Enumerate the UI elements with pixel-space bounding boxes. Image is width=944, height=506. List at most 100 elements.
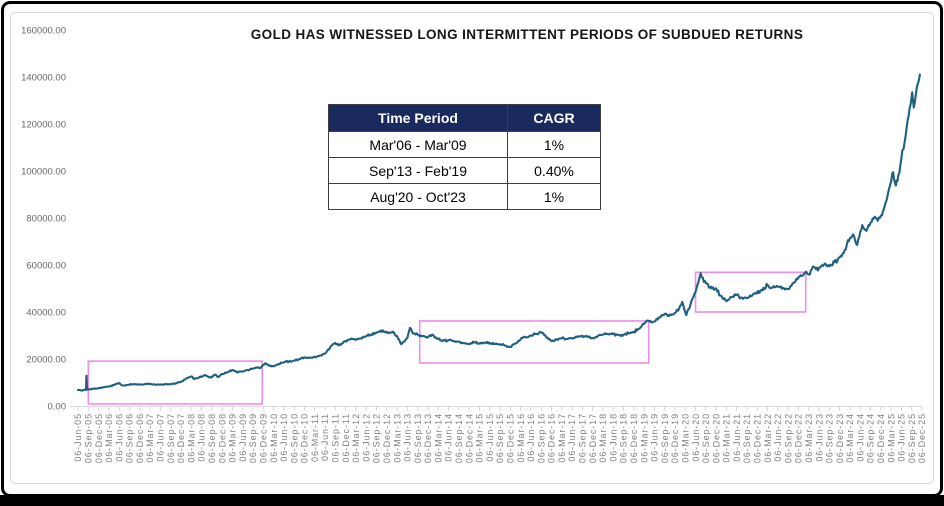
slide-bottom-bar <box>0 495 944 506</box>
table-row: Aug'20 - Oct'23 1% <box>328 183 601 210</box>
svg-text:06-Mar-17: 06-Mar-17 <box>557 413 567 463</box>
svg-text:06-Dec-18: 06-Dec-18 <box>629 413 639 463</box>
svg-text:06-Dec-08: 06-Dec-08 <box>217 413 227 463</box>
svg-text:06-Sep-23: 06-Sep-23 <box>825 413 835 463</box>
svg-text:06-Dec-24: 06-Dec-24 <box>876 413 886 463</box>
svg-text:06-Mar-12: 06-Mar-12 <box>351 413 361 463</box>
svg-text:06-Sep-06: 06-Sep-06 <box>125 413 135 463</box>
svg-text:06-Mar-25: 06-Mar-25 <box>886 413 896 463</box>
svg-text:06-Jun-23: 06-Jun-23 <box>814 413 824 462</box>
chart-title: GOLD HAS WITNESSED LONG INTERMITTENT PER… <box>250 27 804 42</box>
svg-text:80000.00: 80000.00 <box>26 214 66 225</box>
svg-text:06-Mar-13: 06-Mar-13 <box>392 413 402 463</box>
svg-text:06-Mar-15: 06-Mar-15 <box>475 413 485 463</box>
svg-text:06-Mar-09: 06-Mar-09 <box>228 413 238 463</box>
svg-text:06-Sep-21: 06-Sep-21 <box>742 413 752 463</box>
svg-text:06-Mar-22: 06-Mar-22 <box>763 413 773 463</box>
highlight-box <box>418 320 650 364</box>
svg-text:06-Dec-09: 06-Dec-09 <box>258 413 268 463</box>
svg-text:40000.00: 40000.00 <box>26 308 66 319</box>
svg-text:06-Jun-19: 06-Jun-19 <box>650 413 660 462</box>
svg-text:06-Mar-24: 06-Mar-24 <box>845 413 855 463</box>
highlight-box <box>694 271 807 313</box>
svg-text:06-Dec-06: 06-Dec-06 <box>135 413 145 463</box>
svg-text:160000.00: 160000.00 <box>21 26 66 37</box>
svg-text:120000.00: 120000.00 <box>21 120 66 131</box>
svg-text:06-Dec-23: 06-Dec-23 <box>835 413 845 463</box>
svg-text:06-Mar-06: 06-Mar-06 <box>104 413 114 463</box>
svg-text:06-Dec-15: 06-Dec-15 <box>505 413 515 463</box>
svg-text:06-Jun-16: 06-Jun-16 <box>526 413 536 462</box>
svg-text:06-Sep-24: 06-Sep-24 <box>866 413 876 463</box>
svg-text:06-Dec-20: 06-Dec-20 <box>711 413 721 463</box>
svg-text:06-Mar-23: 06-Mar-23 <box>804 413 814 463</box>
svg-text:06-Jun-21: 06-Jun-21 <box>732 413 742 462</box>
svg-text:06-Sep-20: 06-Sep-20 <box>701 413 711 463</box>
svg-text:06-Dec-22: 06-Dec-22 <box>794 413 804 463</box>
svg-text:06-Jun-08: 06-Jun-08 <box>197 413 207 462</box>
svg-text:06-Jun-13: 06-Jun-13 <box>403 413 413 462</box>
svg-text:06-Sep-10: 06-Sep-10 <box>289 413 299 463</box>
cell-cagr: 1% <box>507 131 601 158</box>
svg-text:60000.00: 60000.00 <box>26 261 66 272</box>
cell-time-period: Aug'20 - Oct'23 <box>328 183 508 210</box>
svg-text:06-Jun-11: 06-Jun-11 <box>320 413 330 461</box>
svg-text:06-Jun-24: 06-Jun-24 <box>855 413 865 462</box>
svg-text:06-Jun-10: 06-Jun-10 <box>279 413 289 462</box>
svg-text:06-Dec-13: 06-Dec-13 <box>423 413 433 463</box>
gold-price-line <box>76 73 921 392</box>
cagr-table: Time Period CAGR Mar'06 - Mar'09 1% Sep'13… <box>328 104 601 210</box>
table-header-time-period: Time Period <box>328 104 508 132</box>
svg-text:06-Jun-12: 06-Jun-12 <box>361 413 371 462</box>
cell-cagr: 0.40% <box>507 157 601 184</box>
svg-text:06-Mar-21: 06-Mar-21 <box>722 413 732 463</box>
cagr-table-body: Mar'06 - Mar'09 1% Sep'13 - Feb'19 0.40% Aug… <box>328 131 601 210</box>
svg-text:140000.00: 140000.00 <box>21 73 66 84</box>
svg-text:0.00: 0.00 <box>48 402 67 413</box>
svg-text:06-Mar-14: 06-Mar-14 <box>433 413 443 463</box>
svg-text:06-Dec-07: 06-Dec-07 <box>176 413 186 463</box>
svg-text:06-Sep-16: 06-Sep-16 <box>536 413 546 463</box>
svg-text:06-Dec-10: 06-Dec-10 <box>300 413 310 463</box>
highlight-box <box>87 360 264 405</box>
svg-text:06-Sep-11: 06-Sep-11 <box>331 413 341 462</box>
svg-text:06-Sep-22: 06-Sep-22 <box>783 413 793 463</box>
svg-text:06-Dec-05: 06-Dec-05 <box>94 413 104 463</box>
svg-text:06-Jun-06: 06-Jun-06 <box>114 413 124 462</box>
svg-text:06-Jun-14: 06-Jun-14 <box>444 413 454 462</box>
svg-text:06-Dec-17: 06-Dec-17 <box>588 413 598 463</box>
cell-cagr: 1% <box>507 183 601 210</box>
table-row: Mar'06 - Mar'09 1% <box>328 131 601 158</box>
subdued-period-highlights <box>87 271 807 405</box>
svg-text:06-Sep-12: 06-Sep-12 <box>372 413 382 463</box>
table-header-cagr: CAGR <box>507 104 601 132</box>
svg-text:06-Dec-16: 06-Dec-16 <box>547 413 557 463</box>
cell-time-period: Sep'13 - Feb'19 <box>328 157 508 184</box>
svg-text:06-Jun-09: 06-Jun-09 <box>238 413 248 462</box>
x-axis-labels: 06-Jun-05 06-Sep-05 06-Dec-05 06-Mar-06 06-J… <box>73 413 927 463</box>
svg-text:06-Mar-07: 06-Mar-07 <box>145 413 155 463</box>
svg-text:06-Dec-21: 06-Dec-21 <box>753 413 763 463</box>
svg-text:06-Mar-08: 06-Mar-08 <box>186 413 196 463</box>
cell-time-period: Mar'06 - Mar'09 <box>328 131 508 158</box>
svg-text:06-Dec-25: 06-Dec-25 <box>917 413 927 463</box>
svg-text:06-Mar-19: 06-Mar-19 <box>639 413 649 463</box>
svg-text:06-Jun-25: 06-Jun-25 <box>897 413 907 462</box>
svg-text:06-Dec-11: 06-Dec-11 <box>341 413 351 462</box>
svg-text:06-Mar-11: 06-Mar-11 <box>310 413 320 462</box>
chart-frame <box>10 12 934 484</box>
table-row: Sep'13 - Feb'19 0.40% <box>328 157 601 184</box>
svg-text:06-Jun-15: 06-Jun-15 <box>485 413 495 462</box>
x-axis <box>70 406 923 411</box>
svg-text:06-Sep-18: 06-Sep-18 <box>619 413 629 463</box>
svg-text:06-Mar-10: 06-Mar-10 <box>269 413 279 463</box>
svg-text:06-Sep-17: 06-Sep-17 <box>578 413 588 463</box>
svg-text:06-Jun-18: 06-Jun-18 <box>608 413 618 462</box>
cagr-table-header: Time Period CAGR <box>328 104 601 132</box>
svg-text:06-Jun-17: 06-Jun-17 <box>567 413 577 462</box>
svg-text:06-Sep-15: 06-Sep-15 <box>495 413 505 463</box>
svg-text:06-Mar-20: 06-Mar-20 <box>680 413 690 463</box>
svg-text:06-Dec-19: 06-Dec-19 <box>670 413 680 463</box>
